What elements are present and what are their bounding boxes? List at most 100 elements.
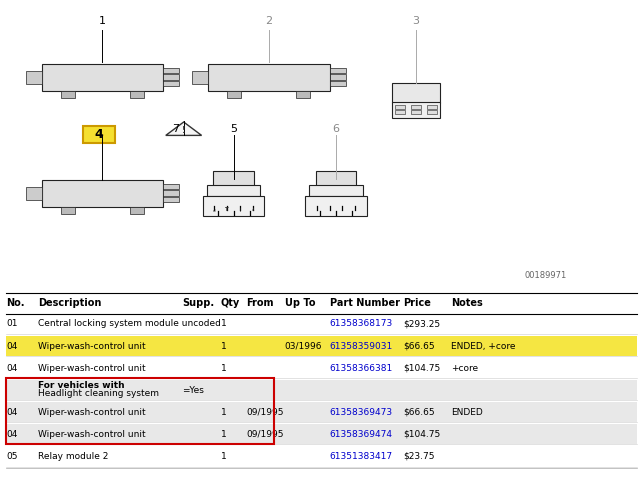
Bar (427, 105, 437, 108)
Bar (130, 207, 144, 214)
Text: 01: 01 (6, 319, 18, 328)
Text: =Yes: =Yes (182, 385, 204, 395)
Text: 61358359031: 61358359031 (330, 341, 393, 350)
Text: Up To: Up To (285, 298, 316, 308)
Text: 04: 04 (6, 341, 18, 350)
Bar (203, 196, 264, 216)
Text: 61358366381: 61358366381 (330, 363, 393, 372)
Bar (213, 171, 254, 186)
Bar (26, 71, 42, 84)
Bar (42, 180, 163, 207)
Bar (26, 187, 42, 200)
Text: 05: 05 (6, 452, 18, 461)
Bar (427, 110, 437, 114)
Text: Price: Price (403, 298, 431, 308)
Bar (207, 185, 260, 196)
Text: $104.75: $104.75 (403, 430, 440, 439)
Bar (330, 74, 346, 80)
Bar (392, 84, 440, 103)
Bar (163, 74, 179, 80)
Text: Part Number: Part Number (330, 298, 399, 308)
Bar (395, 110, 405, 114)
Bar (130, 91, 144, 98)
Text: 3: 3 (413, 16, 419, 26)
Bar (316, 171, 356, 186)
Bar (6, 378, 274, 444)
Bar (163, 81, 179, 86)
Bar (6, 402, 637, 422)
Text: From: From (246, 298, 274, 308)
Text: 61358369473: 61358369473 (330, 408, 393, 417)
Text: Wiper-wash-control unit: Wiper-wash-control unit (38, 430, 146, 439)
Bar (163, 68, 179, 73)
Bar (6, 424, 637, 444)
Bar (6, 380, 637, 400)
Bar (330, 81, 346, 86)
Text: 09/1995: 09/1995 (246, 430, 284, 439)
Bar (330, 68, 346, 73)
Text: For vehicles with: For vehicles with (38, 381, 125, 390)
Text: !: ! (182, 126, 186, 135)
Text: 04: 04 (6, 363, 18, 372)
Polygon shape (166, 122, 202, 135)
Text: $104.75: $104.75 (403, 363, 440, 372)
Text: $293.25: $293.25 (403, 319, 440, 328)
Text: Central locking system module uncoded: Central locking system module uncoded (38, 319, 221, 328)
Bar (296, 91, 310, 98)
Text: T: T (225, 207, 229, 212)
Text: 5: 5 (230, 124, 237, 134)
Text: 7: 7 (172, 124, 180, 134)
Bar (61, 207, 75, 214)
Text: 00189971: 00189971 (525, 271, 567, 280)
Bar (42, 64, 163, 91)
Bar (208, 64, 330, 91)
Bar (163, 191, 179, 196)
Bar (6, 336, 637, 356)
Text: 04: 04 (6, 430, 18, 439)
Bar (227, 91, 241, 98)
Text: Qty: Qty (221, 298, 240, 308)
Text: ENDED: ENDED (451, 408, 483, 417)
Bar (163, 184, 179, 189)
Text: Wiper-wash-control unit: Wiper-wash-control unit (38, 363, 146, 372)
Text: Wiper-wash-control unit: Wiper-wash-control unit (38, 408, 146, 417)
Bar (411, 105, 421, 108)
Text: Relay module 2: Relay module 2 (38, 452, 109, 461)
Text: 4: 4 (252, 208, 254, 212)
Text: 1: 1 (99, 16, 106, 26)
Bar (305, 196, 367, 216)
Text: No.: No. (6, 298, 25, 308)
Text: 6: 6 (333, 124, 339, 134)
Bar (411, 110, 421, 114)
Bar (395, 105, 405, 108)
Text: $66.65: $66.65 (403, 408, 435, 417)
Text: 61358368173: 61358368173 (330, 319, 393, 328)
Text: 61358369474: 61358369474 (330, 430, 392, 439)
Text: Description: Description (38, 298, 102, 308)
Text: d: d (213, 209, 216, 213)
Text: 1: 1 (221, 452, 227, 461)
Text: 1: 1 (221, 430, 227, 439)
Text: Notes: Notes (451, 298, 483, 308)
Text: +core: +core (451, 363, 478, 372)
Bar (392, 102, 440, 118)
Text: Supp.: Supp. (182, 298, 214, 308)
Text: 2: 2 (265, 16, 273, 26)
Text: 09/1995: 09/1995 (246, 408, 284, 417)
Text: 03/1996: 03/1996 (285, 341, 323, 350)
Text: $66.65: $66.65 (403, 341, 435, 350)
Text: $23.75: $23.75 (403, 452, 435, 461)
Text: I: I (239, 208, 241, 213)
Text: 1: 1 (221, 363, 227, 372)
Text: 4: 4 (95, 128, 104, 141)
FancyBboxPatch shape (83, 126, 115, 143)
Bar (309, 185, 363, 196)
Text: 04: 04 (6, 408, 18, 417)
Text: 61351383417: 61351383417 (330, 452, 393, 461)
Bar (163, 197, 179, 203)
Text: 1: 1 (221, 319, 227, 328)
Text: 1: 1 (221, 341, 227, 350)
Text: 1: 1 (221, 408, 227, 417)
Bar (61, 91, 75, 98)
Text: Headlight cleaning system: Headlight cleaning system (38, 389, 159, 398)
